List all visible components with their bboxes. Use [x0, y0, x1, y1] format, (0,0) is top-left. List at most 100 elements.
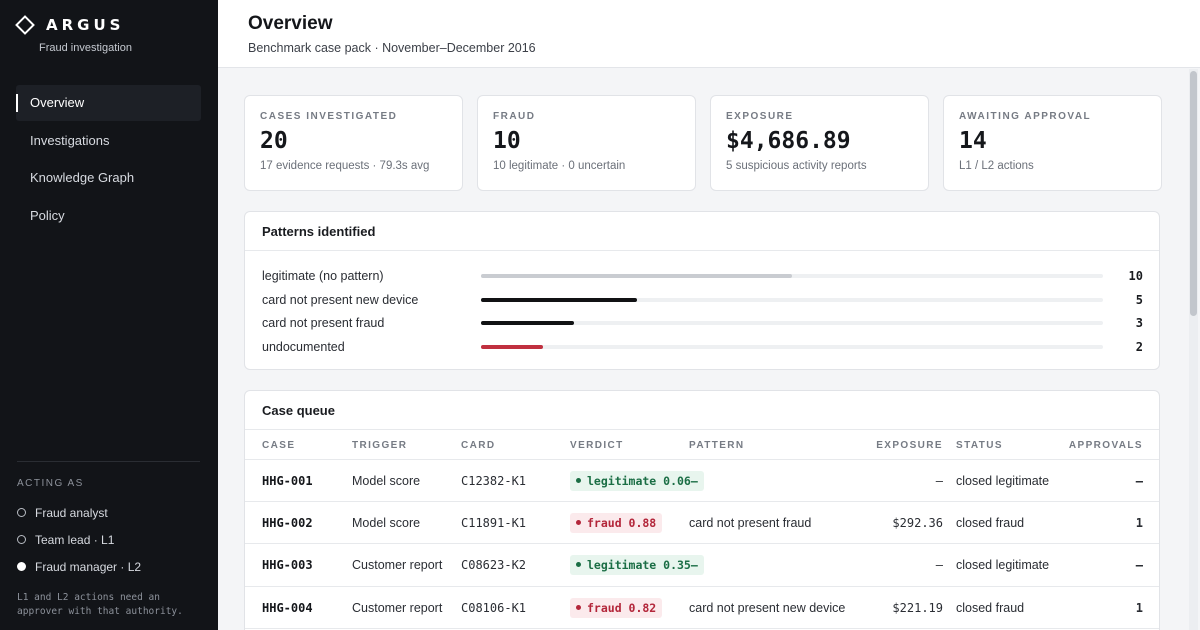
pattern-count: 5	[1135, 292, 1143, 307]
case-table-body: HHG-001 Model score C12382-K1 legitimate 0.…	[245, 460, 1159, 629]
stat-label: FRAUD	[493, 111, 536, 122]
dash-glyph: —	[690, 558, 698, 573]
approvals-cell: –	[1135, 558, 1143, 573]
stat-label: EXPOSURE	[726, 111, 794, 122]
pattern-bar-track	[481, 297, 1103, 302]
column-header-verdict[interactable]: VERDICT	[570, 440, 624, 451]
exposure-cell: $221.19	[892, 600, 943, 615]
acting-as-label: ACTING AS	[17, 478, 84, 489]
case-id[interactable]: HHG-003	[262, 558, 313, 573]
brand-subtitle: Fraud investigation	[39, 42, 132, 54]
page-subtitle: Benchmark case pack · November–December …	[248, 41, 536, 55]
stat-note: 10 legitimate · 0 uncertain	[493, 160, 626, 172]
column-header-exposure[interactable]: EXPOSURE	[876, 440, 943, 451]
column-header-card[interactable]: CARD	[461, 440, 496, 451]
exposure-cell: —	[935, 558, 943, 573]
radio-unselected-icon	[17, 508, 26, 517]
role-option-fraud-analyst[interactable]: Fraud analyst	[17, 499, 200, 526]
pattern-row: card not present new device 5	[245, 288, 1159, 312]
role-label: Team lead · L1	[35, 532, 115, 547]
stat-label: CASES INVESTIGATED	[260, 111, 398, 122]
table-row[interactable]: HHG-004 Customer report C08106-K1 fraud 0.8…	[245, 587, 1159, 629]
dash-glyph: —	[690, 474, 698, 488]
case-id[interactable]: HHG-001	[262, 474, 313, 488]
nav-item-investigations[interactable]: Investigations	[30, 132, 110, 148]
pattern-count: 3	[1135, 316, 1143, 330]
trigger-cell: Model score	[352, 516, 421, 531]
column-header-pattern[interactable]: PATTERN	[689, 440, 745, 451]
column-header-status[interactable]: STATUS	[956, 440, 1003, 451]
card-cell: C08623-K2	[461, 558, 527, 573]
pattern-count: 2	[1135, 339, 1143, 354]
case-id[interactable]: HHG-002	[262, 516, 313, 531]
exposure-cell: —	[935, 474, 943, 488]
diamond-logo-icon	[15, 15, 35, 35]
acting-as-note: L1 and L2 actions need an approver with …	[17, 592, 183, 617]
stat-note: 5 suspicious activity reports	[726, 160, 867, 172]
vertical-scrollbar[interactable]	[1189, 69, 1198, 630]
table-row[interactable]: HHG-003 Customer report C08623-K2 legitimat…	[245, 544, 1159, 587]
sidebar-nav: Overview Investigations Knowledge Graph …	[16, 85, 201, 235]
status-dot-icon	[576, 478, 581, 483]
column-header-case[interactable]: CASE	[262, 440, 296, 451]
stat-value: $4,686.89	[726, 128, 851, 154]
table-row[interactable]: HHG-002 Model score C11891-K1 fraud 0.88 car…	[245, 502, 1159, 545]
card-cell: C11891-K1	[461, 516, 527, 531]
table-header: CASE TRIGGER CARD VERDICT PATTERN EXPOSU…	[245, 430, 1159, 460]
stat-card-cases-investigated: CASES INVESTIGATED 20 17 evidence reques…	[244, 95, 463, 191]
pattern-label: undocumented	[262, 339, 345, 354]
card-cell: C08106-K1	[461, 600, 527, 615]
stat-cards: CASES INVESTIGATED 20 17 evidence reques…	[244, 95, 1162, 191]
table-row[interactable]: HHG-001 Model score C12382-K1 legitimate 0.…	[245, 460, 1159, 503]
scrollbar-thumb[interactable]	[1190, 71, 1197, 316]
role-option-fraud-manager[interactable]: Fraud manager · L2	[17, 553, 200, 580]
stat-note: 17 evidence requests · 79.3s avg	[260, 160, 430, 172]
page-title: Overview	[248, 13, 333, 34]
stat-card-exposure: EXPOSURE $4,686.89 5 suspicious activity…	[710, 95, 929, 191]
status-dot-icon	[576, 604, 581, 610]
approvals-cell: 1	[1135, 600, 1143, 615]
pattern-row: legitimate (no pattern) 10	[245, 264, 1159, 288]
stat-card-fraud: FRAUD 10 10 legitimate · 0 uncertain	[477, 95, 696, 191]
pattern-label: card not present fraud	[262, 316, 385, 330]
patterns-title: Patterns identified	[245, 212, 1159, 251]
stat-value: 10	[493, 128, 521, 154]
pattern-cell: card not present new device	[689, 600, 846, 615]
verdict-badge: fraud 0.82	[570, 597, 663, 618]
stat-card-awaiting-approval: AWAITING APPROVAL 14 L1 / L2 actions	[943, 95, 1162, 191]
stat-value: 14	[959, 128, 987, 154]
pattern-cell: card not present fraud	[689, 516, 812, 531]
stat-value: 20	[260, 128, 288, 154]
stat-label: AWAITING APPROVAL	[959, 111, 1092, 122]
sidebar: ARGUS Fraud investigation Overview Inves…	[0, 0, 218, 630]
case-queue-panel: Case queue CASE TRIGGER CARD VERDICT PAT…	[244, 390, 1160, 630]
case-queue-title: Case queue	[245, 391, 1159, 430]
main-content: Overview Benchmark case pack · November–…	[218, 0, 1200, 630]
pattern-row: undocumented 2	[245, 335, 1159, 359]
column-header-trigger[interactable]: TRIGGER	[352, 440, 408, 451]
brand-name: ARGUS	[46, 16, 125, 34]
pattern-label: legitimate (no pattern)	[262, 269, 384, 283]
pattern-bar-fill	[481, 274, 792, 278]
patterns-panel: Patterns identified legitimate (no patte…	[244, 211, 1160, 370]
status-dot-icon	[576, 562, 581, 568]
status-cell: closed fraud	[956, 516, 1025, 531]
role-label: Fraud manager · L2	[35, 559, 142, 574]
verdict-text: fraud 0.88	[587, 516, 657, 531]
nav-item-knowledge-graph[interactable]: Knowledge Graph	[30, 170, 135, 185]
nav-item-policy[interactable]: Policy	[30, 207, 65, 223]
acting-as-panel: ACTING AS Fraud analyst Team lead · L1 F…	[17, 461, 200, 619]
pattern-bar-track	[481, 344, 1103, 349]
pattern-bar-fill	[481, 297, 637, 302]
trigger-cell: Model score	[352, 474, 421, 488]
role-option-team-lead[interactable]: Team lead · L1	[17, 526, 200, 553]
pattern-count: 10	[1128, 269, 1143, 283]
nav-item-overview[interactable]: Overview	[16, 85, 201, 121]
column-header-approvals[interactable]: APPROVALS	[1068, 440, 1143, 451]
case-id[interactable]: HHG-004	[262, 600, 313, 615]
approvals-cell: –	[1135, 474, 1143, 488]
verdict-text: legitimate 0.06	[587, 474, 691, 488]
status-cell: closed legitimate	[956, 474, 1050, 488]
verdict-text: legitimate 0.35	[587, 558, 691, 573]
status-cell: closed fraud	[956, 600, 1025, 615]
